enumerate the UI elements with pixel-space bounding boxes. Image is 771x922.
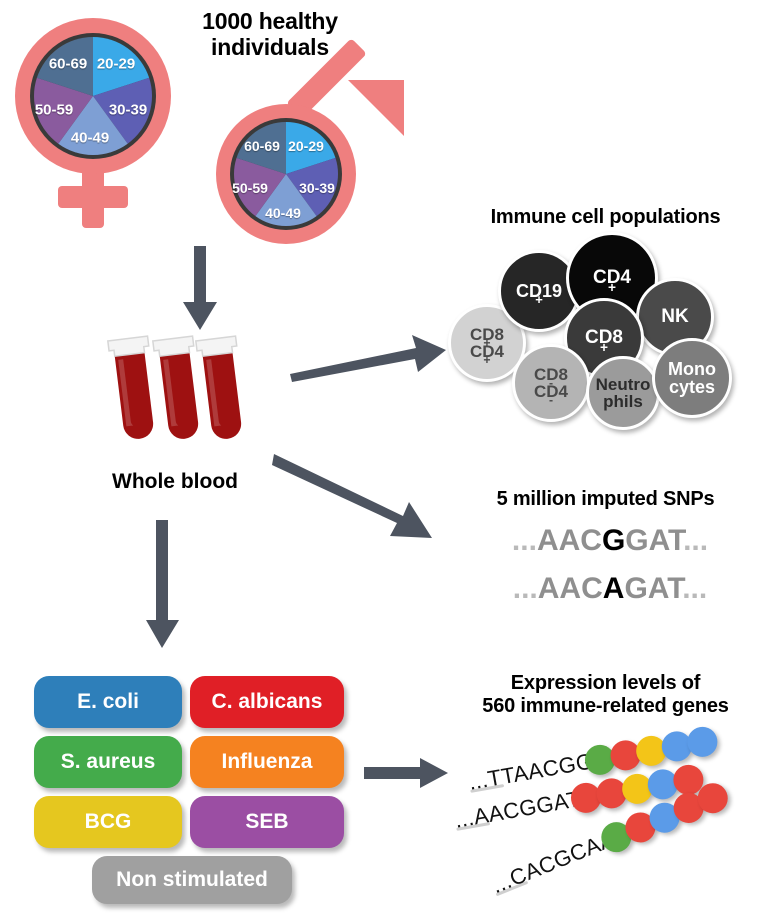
pie-slice-20-29 <box>93 37 150 96</box>
cohort-title-line2: individuals <box>211 34 329 61</box>
immune-cell-label: CD8- <box>533 364 568 390</box>
male-gender-symbol: 20-29 30-39 40-49 50-59 60-69 <box>198 39 408 258</box>
stimulus-label: C. albicans <box>211 690 323 713</box>
snp-fragment: GAT <box>625 524 684 557</box>
snp-fragment: A <box>602 572 625 605</box>
immune-title: Immune cell populations <box>490 206 721 228</box>
arrow-blood-to-stimuli <box>143 520 181 648</box>
pie-slice-60-69 <box>236 122 286 174</box>
arrow-blood-to-immune <box>288 330 448 382</box>
stimulus-bcg[interactable]: BCG <box>34 796 182 848</box>
arrow-blood-to-snp <box>272 452 442 544</box>
stimuli-list: E. coli C. albicans S. aureus Influenza BCG S… <box>34 676 344 904</box>
cohort-title-line1: 1000 healthy <box>202 8 338 34</box>
stimulus-s-aureus[interactable]: S. aureus <box>34 736 182 788</box>
snp-sequences: ...AACGGAT... ...AACAGAT... <box>460 524 760 624</box>
snp-sequence-2: ...AACAGAT... <box>460 572 760 606</box>
snp-fragment: G <box>601 524 626 557</box>
snp-fragment: GAT <box>624 572 683 605</box>
rna-strands: ...TTAACGG ...AACGGAT ...CACGCAA <box>453 724 771 910</box>
male-age-pie <box>234 122 338 226</box>
blood-tubes <box>105 330 245 460</box>
cohort-title: 1000 healthy individuals <box>150 8 390 60</box>
pie-slice-40-49 <box>58 96 128 156</box>
stimulus-label: BCG <box>84 810 132 833</box>
pie-slice-30-39 <box>286 157 338 217</box>
immune-cell-label: Neutro <box>595 374 651 394</box>
snp-fragment: ... <box>683 524 709 557</box>
pie-slice-50-59 <box>34 77 93 144</box>
immune-cell-label: CD4- <box>533 382 568 408</box>
snp-fragment: AAC <box>537 572 603 605</box>
pie-slice-60-69 <box>36 37 93 96</box>
stimulus-label: E. coli <box>77 690 139 713</box>
snp-sequence-1: ...AACGGAT... <box>460 524 760 558</box>
snp-fragment: ... <box>682 572 708 605</box>
immune-cell-label: phils <box>603 392 643 411</box>
snp-fragment: ... <box>511 524 537 557</box>
immune-cell-label: cytes <box>668 377 716 397</box>
genes-title-line1: Expression levels of <box>510 672 701 694</box>
stimulus-e-coli[interactable]: E. coli <box>34 676 182 728</box>
genes-title-line2: 560 immune-related genes <box>482 694 729 717</box>
rna-sequence-text: ...CACGCAA <box>488 826 619 899</box>
pie-slice-30-39 <box>93 77 152 144</box>
stimulus-label: Non stimulated <box>116 868 268 891</box>
immune-cell-label: NK <box>661 306 689 328</box>
stimulus-label: Influenza <box>221 750 313 773</box>
stimulus-seb[interactable]: SEB <box>190 796 344 848</box>
female-gender-symbol: 20-29 30-39 40-49 50-59 60-69 <box>12 14 192 234</box>
immune-cell-cd8-cd4[interactable]: CD8- CD4- <box>512 344 590 422</box>
pie-slice-20-29 <box>286 122 336 174</box>
whole-blood-label: Whole blood <box>112 470 238 493</box>
snp-fragment: ... <box>512 572 538 605</box>
arrow-stimuli-to-genes <box>364 758 448 788</box>
genes-title: Expression levels of 560 immune-related … <box>440 672 771 718</box>
immune-cell-label: CD8 + <box>469 324 504 350</box>
immune-cell-monocytes[interactable]: Mono cytes <box>652 338 732 418</box>
immune-cell-cluster: CD8 + CD4 + CD19 + CD4 + NK CD8 + CD8- CD4- Neutro phi… <box>440 232 771 430</box>
immune-cell-label: CD19 + <box>515 280 563 308</box>
stimulus-c-albicans[interactable]: C. albicans <box>190 676 344 728</box>
immune-cell-label: CD8 + <box>584 327 623 355</box>
immune-cell-label: CD4 + <box>469 342 504 368</box>
pie-slice-50-59 <box>234 157 286 217</box>
snp-fragment: AAC <box>536 524 602 557</box>
immune-cell-label: CD4 + <box>592 267 631 295</box>
snp-title: 5 million imputed SNPs <box>496 488 715 510</box>
pie-slice-40-49 <box>255 174 317 226</box>
gene-bead <box>685 724 720 760</box>
immune-cell-label: Mono <box>668 358 716 379</box>
female-age-pie <box>34 37 152 156</box>
immune-cell-neutrophils[interactable]: Neutro phils <box>586 356 660 430</box>
stimulus-label: SEB <box>245 810 289 833</box>
stimulus-influenza[interactable]: Influenza <box>190 736 344 788</box>
stimulus-label: S. aureus <box>60 750 156 773</box>
stimulus-non-stimulated[interactable]: Non stimulated <box>92 856 292 904</box>
arrow-cohort-to-blood <box>180 246 220 330</box>
